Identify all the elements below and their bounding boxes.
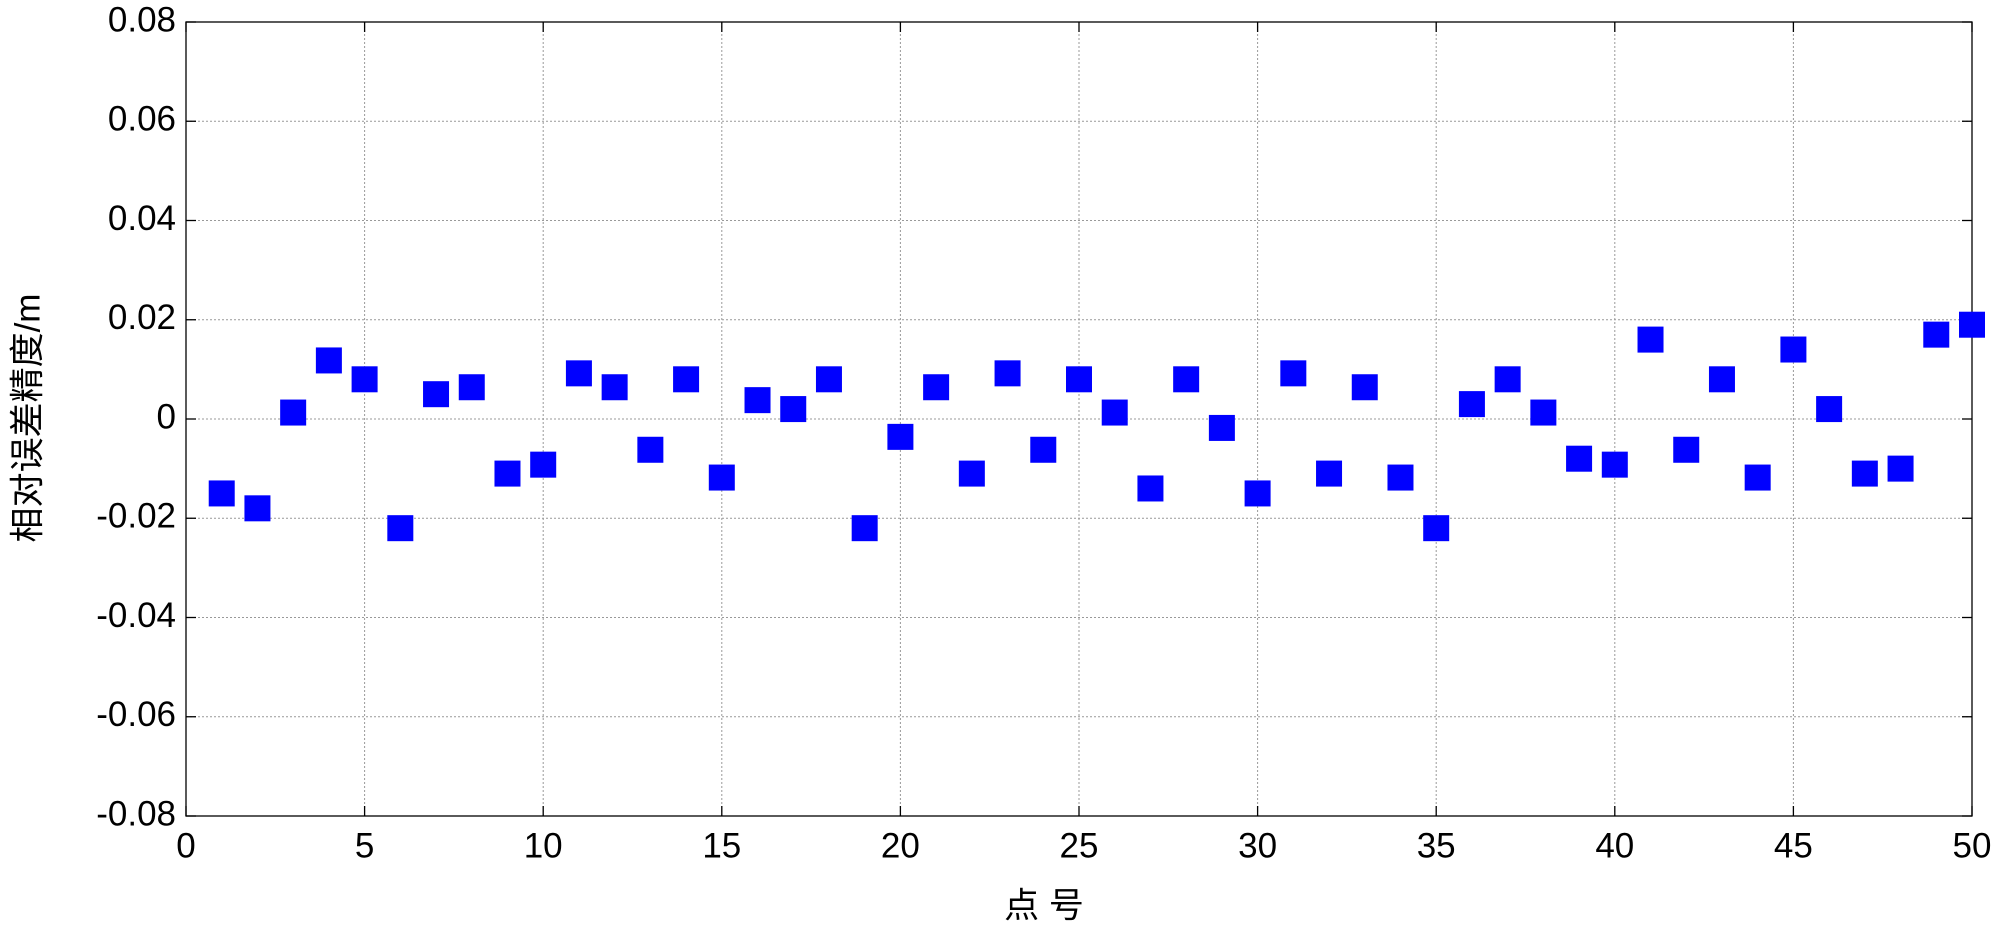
point (351, 366, 378, 393)
point (1851, 460, 1878, 487)
point (1708, 366, 1735, 393)
x-tick-label: 40 (1595, 826, 1634, 865)
x-tick-label: 10 (524, 826, 563, 865)
point (1173, 366, 1200, 393)
point (1494, 366, 1521, 393)
point (1208, 414, 1235, 441)
point (1566, 445, 1593, 472)
point (1458, 391, 1485, 418)
point (280, 399, 307, 426)
point (601, 374, 628, 401)
point (1959, 311, 1985, 338)
point (458, 374, 485, 401)
point (994, 360, 1021, 387)
point (1280, 360, 1307, 387)
point (923, 374, 950, 401)
y-tick-label: 0.06 (108, 100, 176, 139)
point (565, 360, 592, 387)
point (1530, 399, 1557, 426)
point (1244, 480, 1271, 507)
y-tick-label: 0.02 (108, 298, 176, 337)
point (958, 460, 985, 487)
x-tick-label: 30 (1238, 826, 1277, 865)
x-tick-label: 25 (1060, 826, 1099, 865)
point (1887, 455, 1914, 482)
plot-frame (185, 21, 1973, 817)
point (1816, 396, 1843, 423)
point (815, 366, 842, 393)
point (1923, 321, 1950, 348)
point (673, 366, 700, 393)
point (1101, 399, 1128, 426)
point (1637, 326, 1664, 353)
x-tick-label: 50 (1953, 826, 1992, 865)
point (315, 347, 342, 374)
y-tick-label: 0.04 (108, 199, 176, 238)
point (1387, 464, 1414, 491)
point (1744, 464, 1771, 491)
x-tick-label: 20 (881, 826, 920, 865)
point (851, 515, 878, 542)
x-axis-label: 点 号 (1004, 886, 1084, 925)
point (637, 436, 664, 463)
y-tick-label: -0.06 (96, 695, 176, 734)
point (423, 381, 450, 408)
y-tick-label: -0.08 (96, 794, 176, 833)
y-tick-label: -0.04 (96, 596, 176, 635)
point (780, 396, 807, 423)
point (887, 423, 914, 450)
point (208, 480, 235, 507)
y-tick-label: -0.02 (96, 497, 176, 536)
point (1066, 366, 1092, 393)
x-tick-label: 0 (176, 826, 195, 865)
x-tick-label: 45 (1774, 826, 1813, 865)
point (530, 451, 557, 478)
y-tick-label: 0.08 (108, 0, 176, 39)
point (494, 460, 521, 487)
point (1673, 436, 1700, 463)
point (1030, 436, 1057, 463)
x-tick-label: 5 (355, 826, 374, 865)
point (1780, 336, 1807, 363)
point (244, 495, 271, 522)
point (387, 515, 414, 542)
x-tick-label: 35 (1417, 826, 1456, 865)
y-tick-label: 0 (157, 397, 176, 436)
point (708, 464, 735, 491)
y-axis-label: 相对误差精度/m (8, 294, 47, 543)
point (1351, 374, 1378, 401)
point (1137, 475, 1164, 502)
point (744, 387, 771, 414)
point (1316, 460, 1343, 487)
point (1423, 515, 1450, 542)
point (1601, 451, 1628, 478)
x-tick-label: 15 (702, 826, 741, 865)
